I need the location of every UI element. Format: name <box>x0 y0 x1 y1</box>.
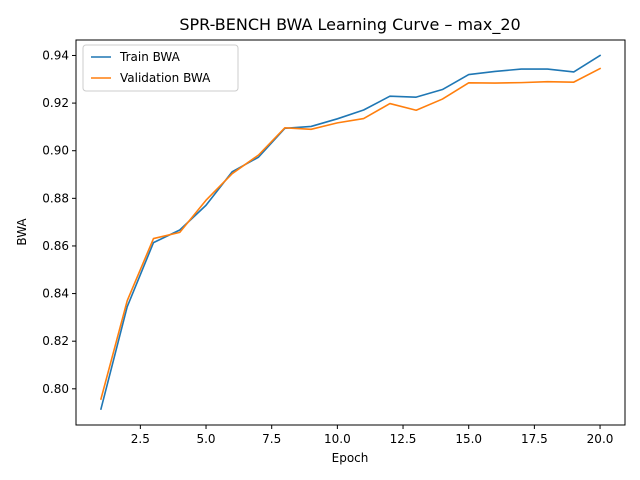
x-tick-label: 10.0 <box>324 432 351 446</box>
axes-frame <box>75 39 626 426</box>
plot-area <box>99 54 602 411</box>
x-axis-label: Epoch <box>332 451 369 465</box>
x-tick-label: 15.0 <box>455 432 482 446</box>
x-tick-label: 20.0 <box>587 432 614 446</box>
y-axis-label: BWA <box>15 218 29 246</box>
y-tick-label: 0.82 <box>42 334 69 348</box>
x-tick-label: 7.5 <box>262 432 281 446</box>
x-tick-label: 2.5 <box>131 432 150 446</box>
legend-label: Validation BWA <box>120 71 211 85</box>
y-tick-label: 0.86 <box>42 239 69 253</box>
x-tick-label: 17.5 <box>521 432 548 446</box>
legend: Train BWA Validation BWA <box>82 44 239 92</box>
x-tick-label: 12.5 <box>390 432 417 446</box>
legend-label: Train BWA <box>119 50 181 64</box>
y-tick-label: 0.80 <box>42 382 69 396</box>
y-tick-label: 0.94 <box>42 48 69 62</box>
y-tick-label: 0.90 <box>42 144 69 158</box>
y-tick-label: 0.88 <box>42 191 69 205</box>
x-tick-label: 5.0 <box>196 432 215 446</box>
y-tick-label: 0.92 <box>42 96 69 110</box>
chart-title: SPR-BENCH BWA Learning Curve – max_20 <box>179 15 520 35</box>
series-line-validation-bwa <box>99 67 602 401</box>
legend-box <box>82 44 239 92</box>
y-tick-label: 0.84 <box>42 287 69 301</box>
